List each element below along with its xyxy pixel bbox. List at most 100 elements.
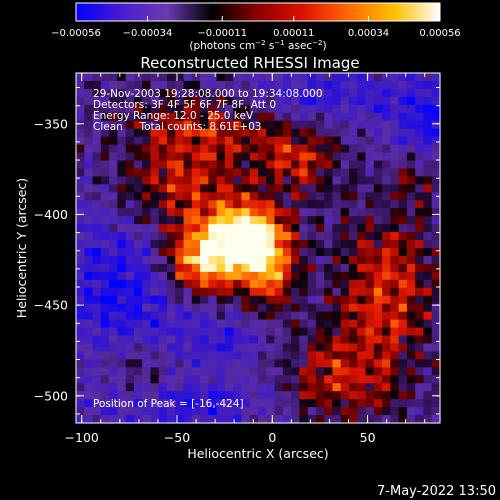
image-pixel	[183, 407, 193, 416]
image-pixel	[175, 295, 185, 305]
image-pixel	[398, 415, 408, 424]
image-pixel	[200, 359, 209, 368]
image-pixel	[382, 351, 391, 360]
image-pixel	[398, 327, 408, 337]
image-pixel	[349, 104, 358, 114]
image-pixel	[125, 263, 135, 273]
image-pixel	[76, 136, 85, 146]
image-pixel	[398, 407, 408, 416]
image-pixel	[332, 335, 342, 345]
image-pixel	[291, 208, 300, 217]
image-pixel	[307, 391, 317, 400]
image-pixel	[224, 367, 234, 376]
image-pixel	[349, 128, 358, 138]
image-pixel	[415, 192, 425, 201]
image-pixel	[373, 399, 383, 408]
image-pixel	[282, 287, 292, 297]
image-pixel	[76, 375, 85, 384]
image-pixel	[133, 112, 143, 122]
image-pixel	[109, 327, 118, 337]
image-pixel	[200, 216, 209, 225]
image-pixel	[258, 303, 267, 313]
image-pixel	[125, 216, 135, 225]
image-pixel	[100, 120, 110, 130]
image-pixel	[423, 335, 433, 345]
image-pixel	[340, 248, 350, 257]
image-pixel	[100, 216, 110, 225]
image-pixel	[299, 224, 309, 233]
image-pixel	[332, 136, 342, 146]
image-pixel	[125, 303, 135, 313]
image-pixel	[224, 200, 234, 209]
image-pixel	[191, 343, 201, 352]
image-pixel	[133, 375, 143, 384]
image-pixel	[76, 224, 85, 233]
image-pixel	[200, 144, 209, 154]
image-pixel	[398, 367, 408, 376]
image-pixel	[150, 415, 160, 424]
image-pixel	[167, 407, 176, 416]
image-pixel	[208, 240, 218, 249]
image-pixel	[415, 271, 425, 281]
image-pixel	[258, 208, 267, 217]
image-pixel	[315, 271, 325, 281]
image-pixel	[266, 367, 276, 376]
image-pixel	[224, 351, 234, 360]
image-pixel	[76, 104, 85, 114]
image-pixel	[109, 240, 118, 249]
image-pixel	[373, 311, 383, 321]
image-pixel	[373, 184, 383, 193]
image-pixel	[175, 399, 185, 408]
image-pixel	[382, 367, 391, 376]
image-pixel	[415, 200, 425, 209]
image-pixel	[431, 383, 441, 392]
image-pixel	[406, 311, 416, 321]
image-pixel	[158, 216, 168, 225]
image-pixel	[133, 335, 143, 345]
image-pixel	[398, 375, 408, 384]
image-pixel	[423, 216, 433, 225]
image-pixel	[431, 224, 441, 233]
image-pixel	[415, 248, 425, 257]
image-pixel	[142, 96, 152, 106]
image-pixel	[191, 128, 201, 138]
image-pixel	[216, 319, 226, 329]
image-pixel	[241, 160, 251, 170]
image-pixel	[373, 407, 383, 416]
image-pixel	[282, 192, 292, 201]
image-pixel	[266, 80, 276, 90]
image-pixel	[431, 295, 441, 305]
image-pixel	[142, 160, 152, 170]
image-pixel	[84, 120, 94, 130]
image-pixel	[158, 128, 168, 138]
image-pixel	[382, 104, 391, 114]
image-pixel	[100, 319, 110, 329]
image-pixel	[266, 279, 276, 289]
colorbar-tick-label: 0.00056	[419, 28, 460, 39]
image-pixel	[332, 168, 342, 177]
image-pixel	[431, 311, 441, 321]
image-pixel	[307, 144, 317, 154]
image-pixel	[382, 136, 391, 146]
image-pixel	[249, 73, 259, 82]
image-pixel	[84, 287, 94, 297]
image-pixel	[241, 311, 251, 321]
image-pixel	[117, 383, 127, 392]
image-pixel	[423, 176, 433, 185]
image-pixel	[142, 80, 152, 90]
image-pixel	[315, 279, 325, 289]
image-pixel	[167, 303, 176, 313]
image-pixel	[249, 80, 259, 90]
image-pixel	[183, 112, 193, 122]
image-pixel	[84, 232, 94, 241]
image-pixel	[365, 184, 375, 193]
image-pixel	[133, 160, 143, 170]
image-pixel	[382, 232, 391, 241]
image-pixel	[76, 96, 85, 106]
image-pixel	[208, 160, 218, 170]
image-pixel	[216, 343, 226, 352]
image-pixel	[175, 144, 185, 154]
image-pixel	[282, 184, 292, 193]
image-pixel	[216, 311, 226, 321]
image-pixel	[340, 144, 350, 154]
